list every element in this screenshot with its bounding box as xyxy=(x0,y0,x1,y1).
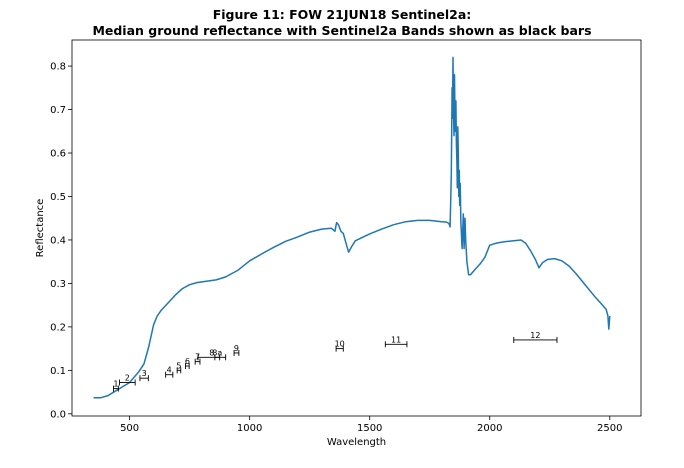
band-bar-5: 5 xyxy=(176,361,182,374)
x-tick-label-1: 1000 xyxy=(237,423,262,434)
band-bar-4: 4 xyxy=(165,366,174,378)
band-label-1: 1 xyxy=(113,380,118,389)
y-tick-label-3: 0.3 xyxy=(50,279,66,290)
y-tick-label-6: 0.6 xyxy=(50,149,66,160)
x-tick-label-2: 1500 xyxy=(357,423,382,434)
band-bar-7: 7 xyxy=(194,353,201,365)
band-label-4: 4 xyxy=(167,366,172,375)
band-label-5: 5 xyxy=(176,361,181,370)
band-bar-8: 8 xyxy=(197,348,227,361)
band-label-12: 12 xyxy=(530,331,540,340)
band-bar-8a: 8a xyxy=(212,348,222,361)
y-axis-label: Reflectance xyxy=(35,199,46,258)
band-bar-12: 12 xyxy=(513,331,558,343)
band-label-2: 2 xyxy=(125,374,130,383)
x-tick-label-4: 2500 xyxy=(597,423,622,434)
x-tick-label-0: 500 xyxy=(120,423,139,434)
x-axis-label: Wavelength xyxy=(327,437,386,448)
band-label-7: 7 xyxy=(195,353,200,362)
band-bar-1: 1 xyxy=(113,380,119,392)
plot-frame xyxy=(71,39,642,417)
y-tick-label-5: 0.5 xyxy=(50,192,66,203)
chart-subtitle: Median ground reflectance with Sentinel2… xyxy=(92,23,592,38)
band-bar-3: 3 xyxy=(139,369,149,382)
band-label-3: 3 xyxy=(142,369,147,378)
x-tick-label-3: 2000 xyxy=(477,423,502,434)
chart-title: Figure 11: FOW 21JUN18 Sentinel2a: xyxy=(212,7,472,22)
band-bar-10: 10 xyxy=(335,340,345,352)
band-bar-2: 2 xyxy=(119,374,136,386)
band-label-6: 6 xyxy=(185,357,190,366)
band-bar-9: 9 xyxy=(233,344,240,356)
band-label-8: 8 xyxy=(209,348,214,357)
y-tick-label-2: 0.2 xyxy=(50,322,66,333)
y-tick-label-0: 0.0 xyxy=(50,409,66,420)
band-label-10: 10 xyxy=(335,340,345,349)
band-label-8a: 8a xyxy=(212,348,222,357)
y-tick-label-8: 0.8 xyxy=(50,62,66,73)
band-bar-6: 6 xyxy=(185,357,190,370)
y-tick-label-1: 0.1 xyxy=(50,366,66,377)
band-label-9: 9 xyxy=(234,344,239,353)
band-bar-11: 11 xyxy=(384,335,408,348)
y-tick-label-4: 0.4 xyxy=(50,235,66,246)
y-tick-label-7: 0.7 xyxy=(50,105,66,116)
band-label-11: 11 xyxy=(391,335,401,344)
series-line-0 xyxy=(93,56,611,399)
